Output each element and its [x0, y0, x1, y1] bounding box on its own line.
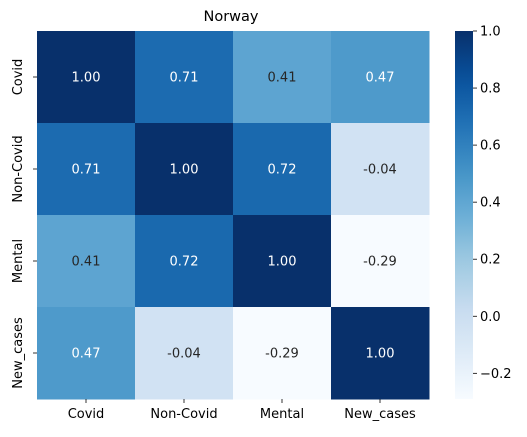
heatmap-cell-new-cases-covid: [37, 307, 136, 400]
y-tick-label-new-cases: New_cases: [11, 317, 26, 389]
colorbar-tick-label: −0.2: [480, 367, 512, 382]
heatmap-cell-covid-new-cases: [331, 31, 430, 124]
heatmap-cell-covid-mental: [233, 31, 332, 124]
cell-value-label: 0.72: [170, 255, 199, 270]
colorbar: −0.2 0.0 0.2 0.4 0.6 0.8 1.0: [455, 25, 512, 399]
colorbar-tick-label: 0.4: [480, 196, 501, 211]
cell-value-labels: 1.00 0.71 0.41 0.47 0.71 1.00 0.72 -0.04 0.41 0.7…: [72, 71, 397, 362]
cell-value-label: 1.00: [72, 71, 101, 86]
y-tick-label-non-covid: Non-Covid: [11, 135, 26, 202]
x-tick-label-covid: Covid: [68, 407, 105, 422]
x-tick-label-mental: Mental: [260, 407, 304, 422]
heatmap-cell-non-covid-non-covid: [135, 123, 234, 216]
x-axis: Covid Non-Covid Mental New_cases: [68, 399, 416, 422]
cell-value-label: 0.72: [268, 163, 297, 178]
cell-value-label: -0.04: [167, 347, 201, 362]
y-tick-label-covid: Covid: [11, 59, 26, 96]
cell-value-label: 1.00: [268, 255, 297, 270]
cell-value-label: 1.00: [366, 347, 395, 362]
cell-value-label: -0.04: [363, 163, 397, 178]
heatmap-cell-covid-covid: [37, 31, 136, 124]
x-tick-label-non-covid: Non-Covid: [150, 407, 217, 422]
cell-value-label: 0.71: [170, 71, 199, 86]
heatmap-cell-non-covid-new-cases: [331, 123, 430, 216]
heatmap-cell-mental-new-cases: [331, 215, 430, 308]
colorbar-tick-label: 0.6: [480, 139, 501, 154]
colorbar-tick-label: 0.8: [480, 82, 501, 97]
colorbar-gradient: [455, 31, 473, 399]
cell-value-label: 0.41: [268, 71, 297, 86]
heatmap-cell-mental-covid: [37, 215, 136, 308]
heatmap-cell-new-cases-non-covid: [135, 307, 234, 400]
heatmap-cells: [37, 31, 430, 400]
heatmap-cell-mental-mental: [233, 215, 332, 308]
x-tick-label-new-cases: New_cases: [344, 407, 416, 422]
colorbar-tick-label: 0.0: [480, 310, 501, 325]
heatmap-cell-mental-non-covid: [135, 215, 234, 308]
y-axis: Covid Non-Covid Mental New_cases: [11, 59, 37, 389]
colorbar-tick-label: 1.0: [480, 25, 501, 40]
heatmap-cell-non-covid-covid: [37, 123, 136, 216]
cell-value-label: 0.47: [72, 347, 101, 362]
chart-title: Norway: [203, 9, 258, 25]
heatmap-cell-covid-non-covid: [135, 31, 234, 124]
heatmap-cell-new-cases-mental: [233, 307, 332, 400]
cell-value-label: 0.41: [72, 255, 101, 270]
cell-value-label: 1.00: [170, 163, 199, 178]
cell-value-label: 0.47: [366, 71, 395, 86]
heatmap-cell-new-cases-new-cases: [331, 307, 430, 400]
cell-value-label: 0.71: [72, 163, 101, 178]
y-tick-label-mental: Mental: [11, 239, 26, 283]
heatmap-cell-non-covid-mental: [233, 123, 332, 216]
cell-value-label: -0.29: [363, 255, 397, 270]
cell-value-label: -0.29: [265, 347, 299, 362]
colorbar-tick-label: 0.2: [480, 253, 501, 268]
